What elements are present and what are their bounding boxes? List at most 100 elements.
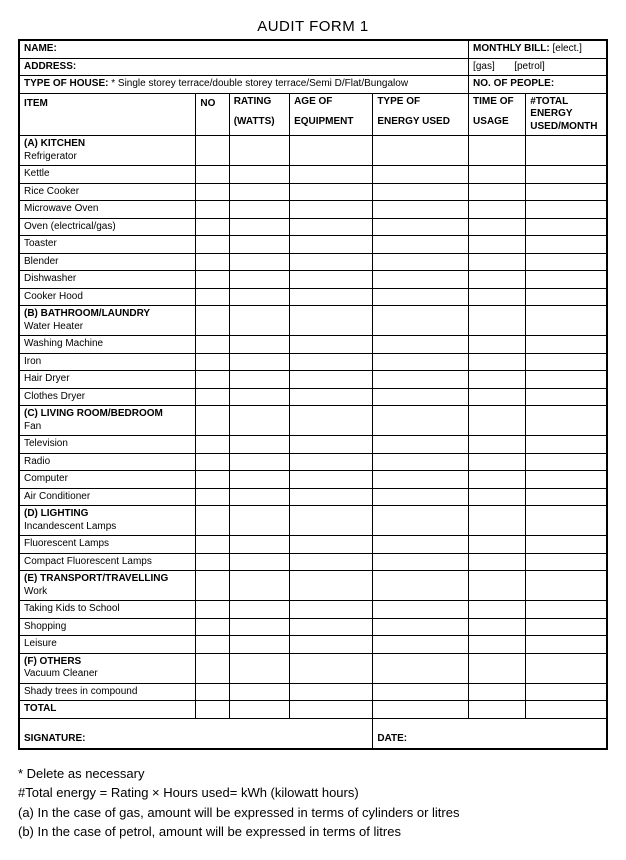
row-cell[interactable] [526, 336, 607, 354]
row-cell[interactable] [373, 471, 469, 489]
row-cell[interactable] [290, 371, 373, 389]
row-cell[interactable] [196, 336, 229, 354]
total-rating[interactable] [229, 701, 289, 719]
section-0-cell[interactable] [469, 136, 526, 166]
section-1-cell[interactable] [526, 306, 607, 336]
row-cell[interactable] [290, 201, 373, 219]
address-field[interactable]: ADDRESS: [19, 58, 469, 76]
row-cell[interactable] [196, 236, 229, 254]
row-cell[interactable] [290, 166, 373, 184]
row-cell[interactable] [196, 353, 229, 371]
row-cell[interactable] [290, 288, 373, 306]
row-cell[interactable] [469, 436, 526, 454]
row-cell[interactable] [290, 453, 373, 471]
section-2-cell[interactable] [290, 406, 373, 436]
row-cell[interactable] [229, 553, 289, 571]
row-cell[interactable] [196, 288, 229, 306]
row-cell[interactable] [229, 388, 289, 406]
row-cell[interactable] [229, 336, 289, 354]
section-1-cell[interactable] [290, 306, 373, 336]
row-cell[interactable] [229, 636, 289, 654]
row-cell[interactable] [526, 236, 607, 254]
section-0-cell[interactable] [373, 136, 469, 166]
row-cell[interactable] [373, 353, 469, 371]
row-cell[interactable] [526, 388, 607, 406]
date-field[interactable]: DATE: [373, 719, 607, 749]
row-cell[interactable] [526, 353, 607, 371]
row-cell[interactable] [196, 618, 229, 636]
row-cell[interactable] [469, 218, 526, 236]
row-cell[interactable] [526, 253, 607, 271]
row-cell[interactable] [373, 553, 469, 571]
section-2-cell[interactable] [469, 406, 526, 436]
section-4-cell[interactable] [526, 571, 607, 601]
row-cell[interactable] [469, 636, 526, 654]
row-cell[interactable] [229, 218, 289, 236]
section-5-cell[interactable] [373, 653, 469, 683]
row-cell[interactable] [373, 201, 469, 219]
row-cell[interactable] [290, 183, 373, 201]
total-time[interactable] [469, 701, 526, 719]
signature-field[interactable]: SIGNATURE: [19, 719, 373, 749]
total-age[interactable] [290, 701, 373, 719]
row-cell[interactable] [526, 553, 607, 571]
row-cell[interactable] [373, 253, 469, 271]
row-cell[interactable] [290, 388, 373, 406]
row-cell[interactable] [290, 353, 373, 371]
row-cell[interactable] [196, 553, 229, 571]
section-1-cell[interactable] [469, 306, 526, 336]
section-3-cell[interactable] [290, 506, 373, 536]
row-cell[interactable] [526, 371, 607, 389]
row-cell[interactable] [290, 218, 373, 236]
row-cell[interactable] [290, 683, 373, 701]
section-5-cell[interactable] [469, 653, 526, 683]
row-cell[interactable] [229, 618, 289, 636]
row-cell[interactable] [229, 201, 289, 219]
row-cell[interactable] [290, 618, 373, 636]
row-cell[interactable] [196, 536, 229, 554]
row-cell[interactable] [229, 183, 289, 201]
row-cell[interactable] [290, 253, 373, 271]
row-cell[interactable] [373, 388, 469, 406]
row-cell[interactable] [469, 201, 526, 219]
row-cell[interactable] [196, 371, 229, 389]
row-cell[interactable] [469, 453, 526, 471]
row-cell[interactable] [196, 218, 229, 236]
row-cell[interactable] [526, 271, 607, 289]
row-cell[interactable] [469, 236, 526, 254]
row-cell[interactable] [526, 536, 607, 554]
row-cell[interactable] [469, 166, 526, 184]
row-cell[interactable] [373, 453, 469, 471]
total-energy[interactable] [526, 701, 607, 719]
row-cell[interactable] [229, 288, 289, 306]
row-cell[interactable] [229, 453, 289, 471]
row-cell[interactable] [290, 236, 373, 254]
row-cell[interactable] [526, 471, 607, 489]
row-cell[interactable] [229, 271, 289, 289]
row-cell[interactable] [229, 166, 289, 184]
row-cell[interactable] [526, 488, 607, 506]
row-cell[interactable] [373, 336, 469, 354]
row-cell[interactable] [373, 236, 469, 254]
total-no[interactable] [196, 701, 229, 719]
row-cell[interactable] [373, 271, 469, 289]
row-cell[interactable] [196, 388, 229, 406]
no-of-people-field[interactable]: NO. OF PEOPLE: [469, 76, 607, 94]
type-of-house-field[interactable]: TYPE OF HOUSE: * Single storey terrace/d… [19, 76, 469, 94]
total-type[interactable] [373, 701, 469, 719]
row-cell[interactable] [469, 336, 526, 354]
row-cell[interactable] [229, 536, 289, 554]
row-cell[interactable] [196, 436, 229, 454]
row-cell[interactable] [196, 453, 229, 471]
section-5-cell[interactable] [526, 653, 607, 683]
row-cell[interactable] [469, 683, 526, 701]
row-cell[interactable] [373, 488, 469, 506]
row-cell[interactable] [290, 336, 373, 354]
row-cell[interactable] [373, 288, 469, 306]
section-5-cell[interactable] [196, 653, 229, 683]
row-cell[interactable] [196, 201, 229, 219]
row-cell[interactable] [196, 488, 229, 506]
row-cell[interactable] [469, 353, 526, 371]
row-cell[interactable] [373, 166, 469, 184]
row-cell[interactable] [373, 371, 469, 389]
